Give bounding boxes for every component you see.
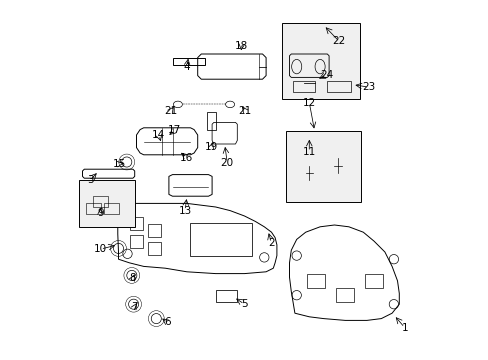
Text: 5: 5 [241, 299, 247, 309]
Text: 23: 23 [361, 82, 375, 92]
Text: 4: 4 [183, 62, 190, 72]
Text: 21: 21 [238, 106, 251, 116]
Text: 21: 21 [164, 106, 177, 116]
Text: 2: 2 [267, 238, 274, 248]
Text: 12: 12 [302, 98, 315, 108]
Text: 8: 8 [129, 273, 136, 283]
Text: 15: 15 [113, 159, 126, 169]
Text: 16: 16 [180, 153, 193, 163]
Text: 10: 10 [94, 244, 107, 254]
Text: 11: 11 [302, 147, 315, 157]
Text: 6: 6 [163, 317, 170, 327]
Bar [285, 131, 361, 202]
Text: 17: 17 [168, 125, 181, 135]
Bar [79, 180, 134, 227]
Text: 18: 18 [235, 41, 248, 51]
Bar [282, 23, 359, 99]
Text: 3: 3 [87, 175, 94, 185]
Text: 1: 1 [401, 323, 407, 333]
Text: 13: 13 [178, 206, 191, 216]
Text: 22: 22 [332, 36, 345, 46]
Text: 19: 19 [204, 142, 218, 152]
Text: 24: 24 [319, 70, 332, 80]
Text: 14: 14 [152, 130, 165, 140]
Text: 9: 9 [97, 208, 103, 218]
Text: 7: 7 [131, 302, 138, 312]
Text: 20: 20 [220, 158, 233, 168]
